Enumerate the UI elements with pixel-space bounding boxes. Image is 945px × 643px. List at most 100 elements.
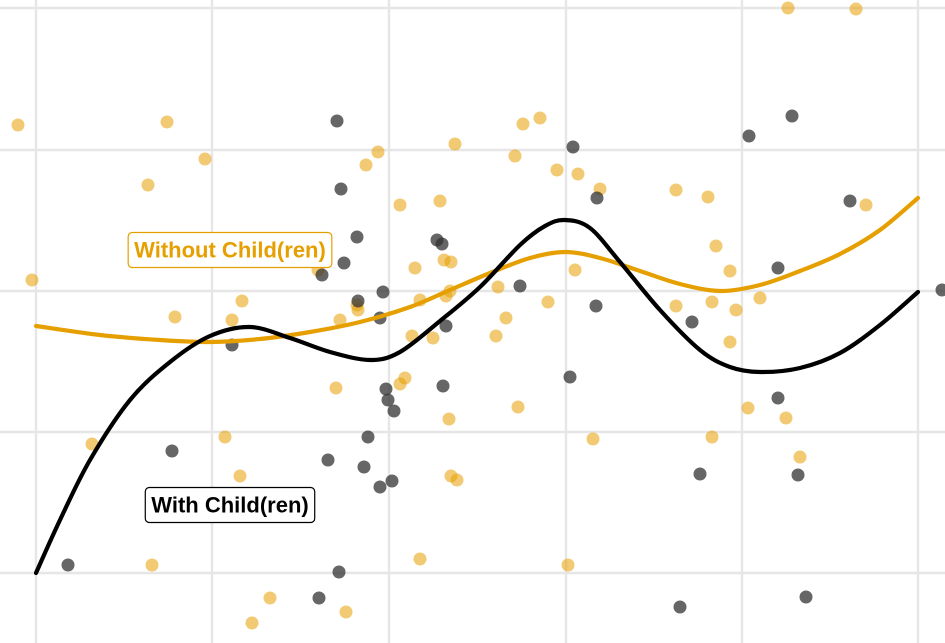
point-without-children <box>450 473 464 487</box>
point-with-children <box>742 129 756 143</box>
point-without-children <box>709 239 723 253</box>
point-with-children <box>373 480 387 494</box>
point-with-children <box>685 315 699 329</box>
point-with-children <box>332 565 346 579</box>
point-without-children <box>511 400 525 414</box>
point-with-children <box>379 382 393 396</box>
point-without-children <box>263 591 277 605</box>
point-without-children <box>541 295 555 309</box>
point-with-children <box>513 279 527 293</box>
point-without-children <box>550 163 564 177</box>
point-with-children <box>771 391 785 405</box>
point-without-children <box>729 303 743 317</box>
point-without-children <box>508 149 522 163</box>
point-with-children <box>590 191 604 205</box>
point-without-children <box>491 280 505 294</box>
point-with-children <box>693 467 707 481</box>
label-with-children: With Child(ren) <box>144 486 316 524</box>
point-with-children <box>785 109 799 123</box>
point-without-children <box>533 111 547 125</box>
point-without-children <box>393 198 407 212</box>
label-without-children-box <box>127 231 333 269</box>
point-without-children <box>433 194 447 208</box>
point-without-children <box>225 313 239 327</box>
point-with-children <box>791 468 805 482</box>
point-without-children <box>160 115 174 129</box>
point-without-children <box>586 432 600 446</box>
point-without-children <box>351 303 365 317</box>
point-without-children <box>413 552 427 566</box>
point-with-children <box>563 370 577 384</box>
point-without-children <box>499 311 513 325</box>
point-with-children <box>439 319 453 333</box>
point-with-children <box>436 379 450 393</box>
point-without-children <box>235 294 249 308</box>
point-without-children <box>669 183 683 197</box>
point-without-children <box>398 371 412 385</box>
point-without-children <box>11 118 25 132</box>
label-without-children: Without Child(ren) <box>127 231 333 269</box>
point-without-children <box>568 263 582 277</box>
point-with-children <box>566 140 580 154</box>
point-with-children <box>330 114 344 128</box>
point-without-children <box>329 381 343 395</box>
point-without-children <box>245 616 259 630</box>
point-with-children <box>337 256 351 270</box>
point-without-children <box>359 158 373 172</box>
point-with-children <box>351 294 365 308</box>
point-without-children <box>741 401 755 415</box>
label-with-children-text: With Child(ren) <box>151 493 308 518</box>
point-with-children <box>61 558 75 572</box>
point-without-children <box>849 2 863 16</box>
point-without-children <box>723 264 737 278</box>
point-without-children <box>371 145 385 159</box>
point-with-children <box>589 299 603 313</box>
point-without-children <box>859 198 873 212</box>
point-without-children <box>489 329 503 343</box>
point-with-children <box>435 237 449 251</box>
point-without-children <box>705 430 719 444</box>
point-without-children <box>779 411 793 425</box>
point-with-children <box>165 444 179 458</box>
point-with-children <box>312 591 326 605</box>
point-with-children <box>376 285 390 299</box>
point-with-children <box>935 283 945 297</box>
point-with-children <box>334 182 348 196</box>
point-with-children <box>387 404 401 418</box>
point-with-children <box>799 590 813 604</box>
point-with-children <box>321 453 335 467</box>
series-labels: Without Child(ren) With Child(ren) <box>127 231 333 524</box>
point-without-children <box>516 117 530 131</box>
point-with-children <box>843 194 857 208</box>
point-without-children <box>561 558 575 572</box>
point-without-children <box>333 313 347 327</box>
point-with-children <box>361 430 375 444</box>
point-without-children <box>781 1 795 15</box>
label-without-children-text: Without Child(ren) <box>134 238 326 263</box>
point-without-children <box>25 273 39 287</box>
point-without-children <box>218 430 232 444</box>
point-without-children <box>753 291 767 305</box>
point-with-children <box>771 261 785 275</box>
point-without-children <box>448 137 462 151</box>
point-without-children <box>444 255 458 269</box>
point-without-children <box>442 412 456 426</box>
data-points <box>11 1 945 630</box>
point-without-children <box>339 605 353 619</box>
point-without-children <box>705 295 719 309</box>
point-with-children <box>385 474 399 488</box>
point-without-children <box>571 167 585 181</box>
point-without-children <box>233 469 247 483</box>
point-with-children <box>350 230 364 244</box>
point-with-children <box>357 460 371 474</box>
point-without-children <box>141 178 155 192</box>
curve-without-children <box>33 195 921 345</box>
point-with-children <box>381 393 395 407</box>
curve-with-children <box>33 217 921 576</box>
point-without-children <box>669 299 683 313</box>
point-without-children <box>168 310 182 324</box>
point-without-children <box>426 331 440 345</box>
point-without-children <box>198 152 212 166</box>
